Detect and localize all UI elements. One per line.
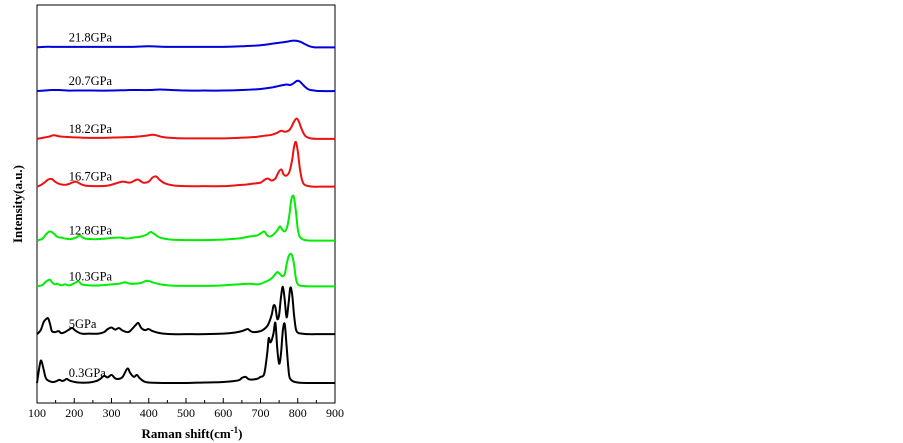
pressure-label: 20.7GPa (69, 74, 113, 88)
spectrum-line-18-2gpa (36, 117, 336, 140)
y-axis-title: Intensity(a.u.) (10, 165, 25, 243)
x-axis-title-suffix: ) (238, 426, 242, 441)
x-tick-label: 500 (177, 406, 195, 420)
spectrum-line-5gpa (36, 285, 335, 336)
x-tick-label: 700 (252, 406, 270, 420)
pressure-label-layer: 0.3GPa 5GPa 10.3GPa 12.8GPa 16.7GPa 18.2GPa 20… (69, 30, 113, 380)
x-tick-label: 900 (326, 406, 344, 420)
spectrum-line-20-7gpa (36, 79, 336, 93)
x-axis-ticks: 100 200 300 400 500 600 700 800 900 (28, 398, 344, 420)
x-axis-title: Raman shift(cm-1) (141, 425, 242, 441)
x-tick-label: 300 (103, 406, 121, 420)
x-tick-label: 600 (214, 406, 232, 420)
x-axis-title-superscript: -1 (231, 425, 239, 435)
pressure-label: 0.3GPa (69, 366, 107, 380)
pressure-label: 18.2GPa (69, 122, 113, 136)
pressure-label: 21.8GPa (69, 30, 113, 44)
spectrum-line-10-3gpa (36, 252, 335, 288)
pressure-label: 16.7GPa (69, 170, 113, 184)
pressure-label: 10.3GPa (69, 269, 113, 283)
x-axis-title-main: Raman shift(cm (141, 426, 230, 441)
spectrum-line-21-8gpa (36, 39, 335, 49)
spectrum-line-12-8gpa (36, 194, 335, 242)
spectrum-line-16-7gpa (36, 140, 335, 188)
x-tick-label: 400 (140, 406, 158, 420)
x-tick-label: 200 (65, 406, 83, 420)
pressure-label: 12.8GPa (69, 224, 113, 238)
x-tick-label: 100 (28, 406, 46, 420)
x-tick-label: 800 (289, 406, 307, 420)
spectrum-line-0-3gpa (36, 321, 336, 385)
series-layer (36, 39, 336, 385)
pressure-label: 5GPa (69, 317, 97, 331)
